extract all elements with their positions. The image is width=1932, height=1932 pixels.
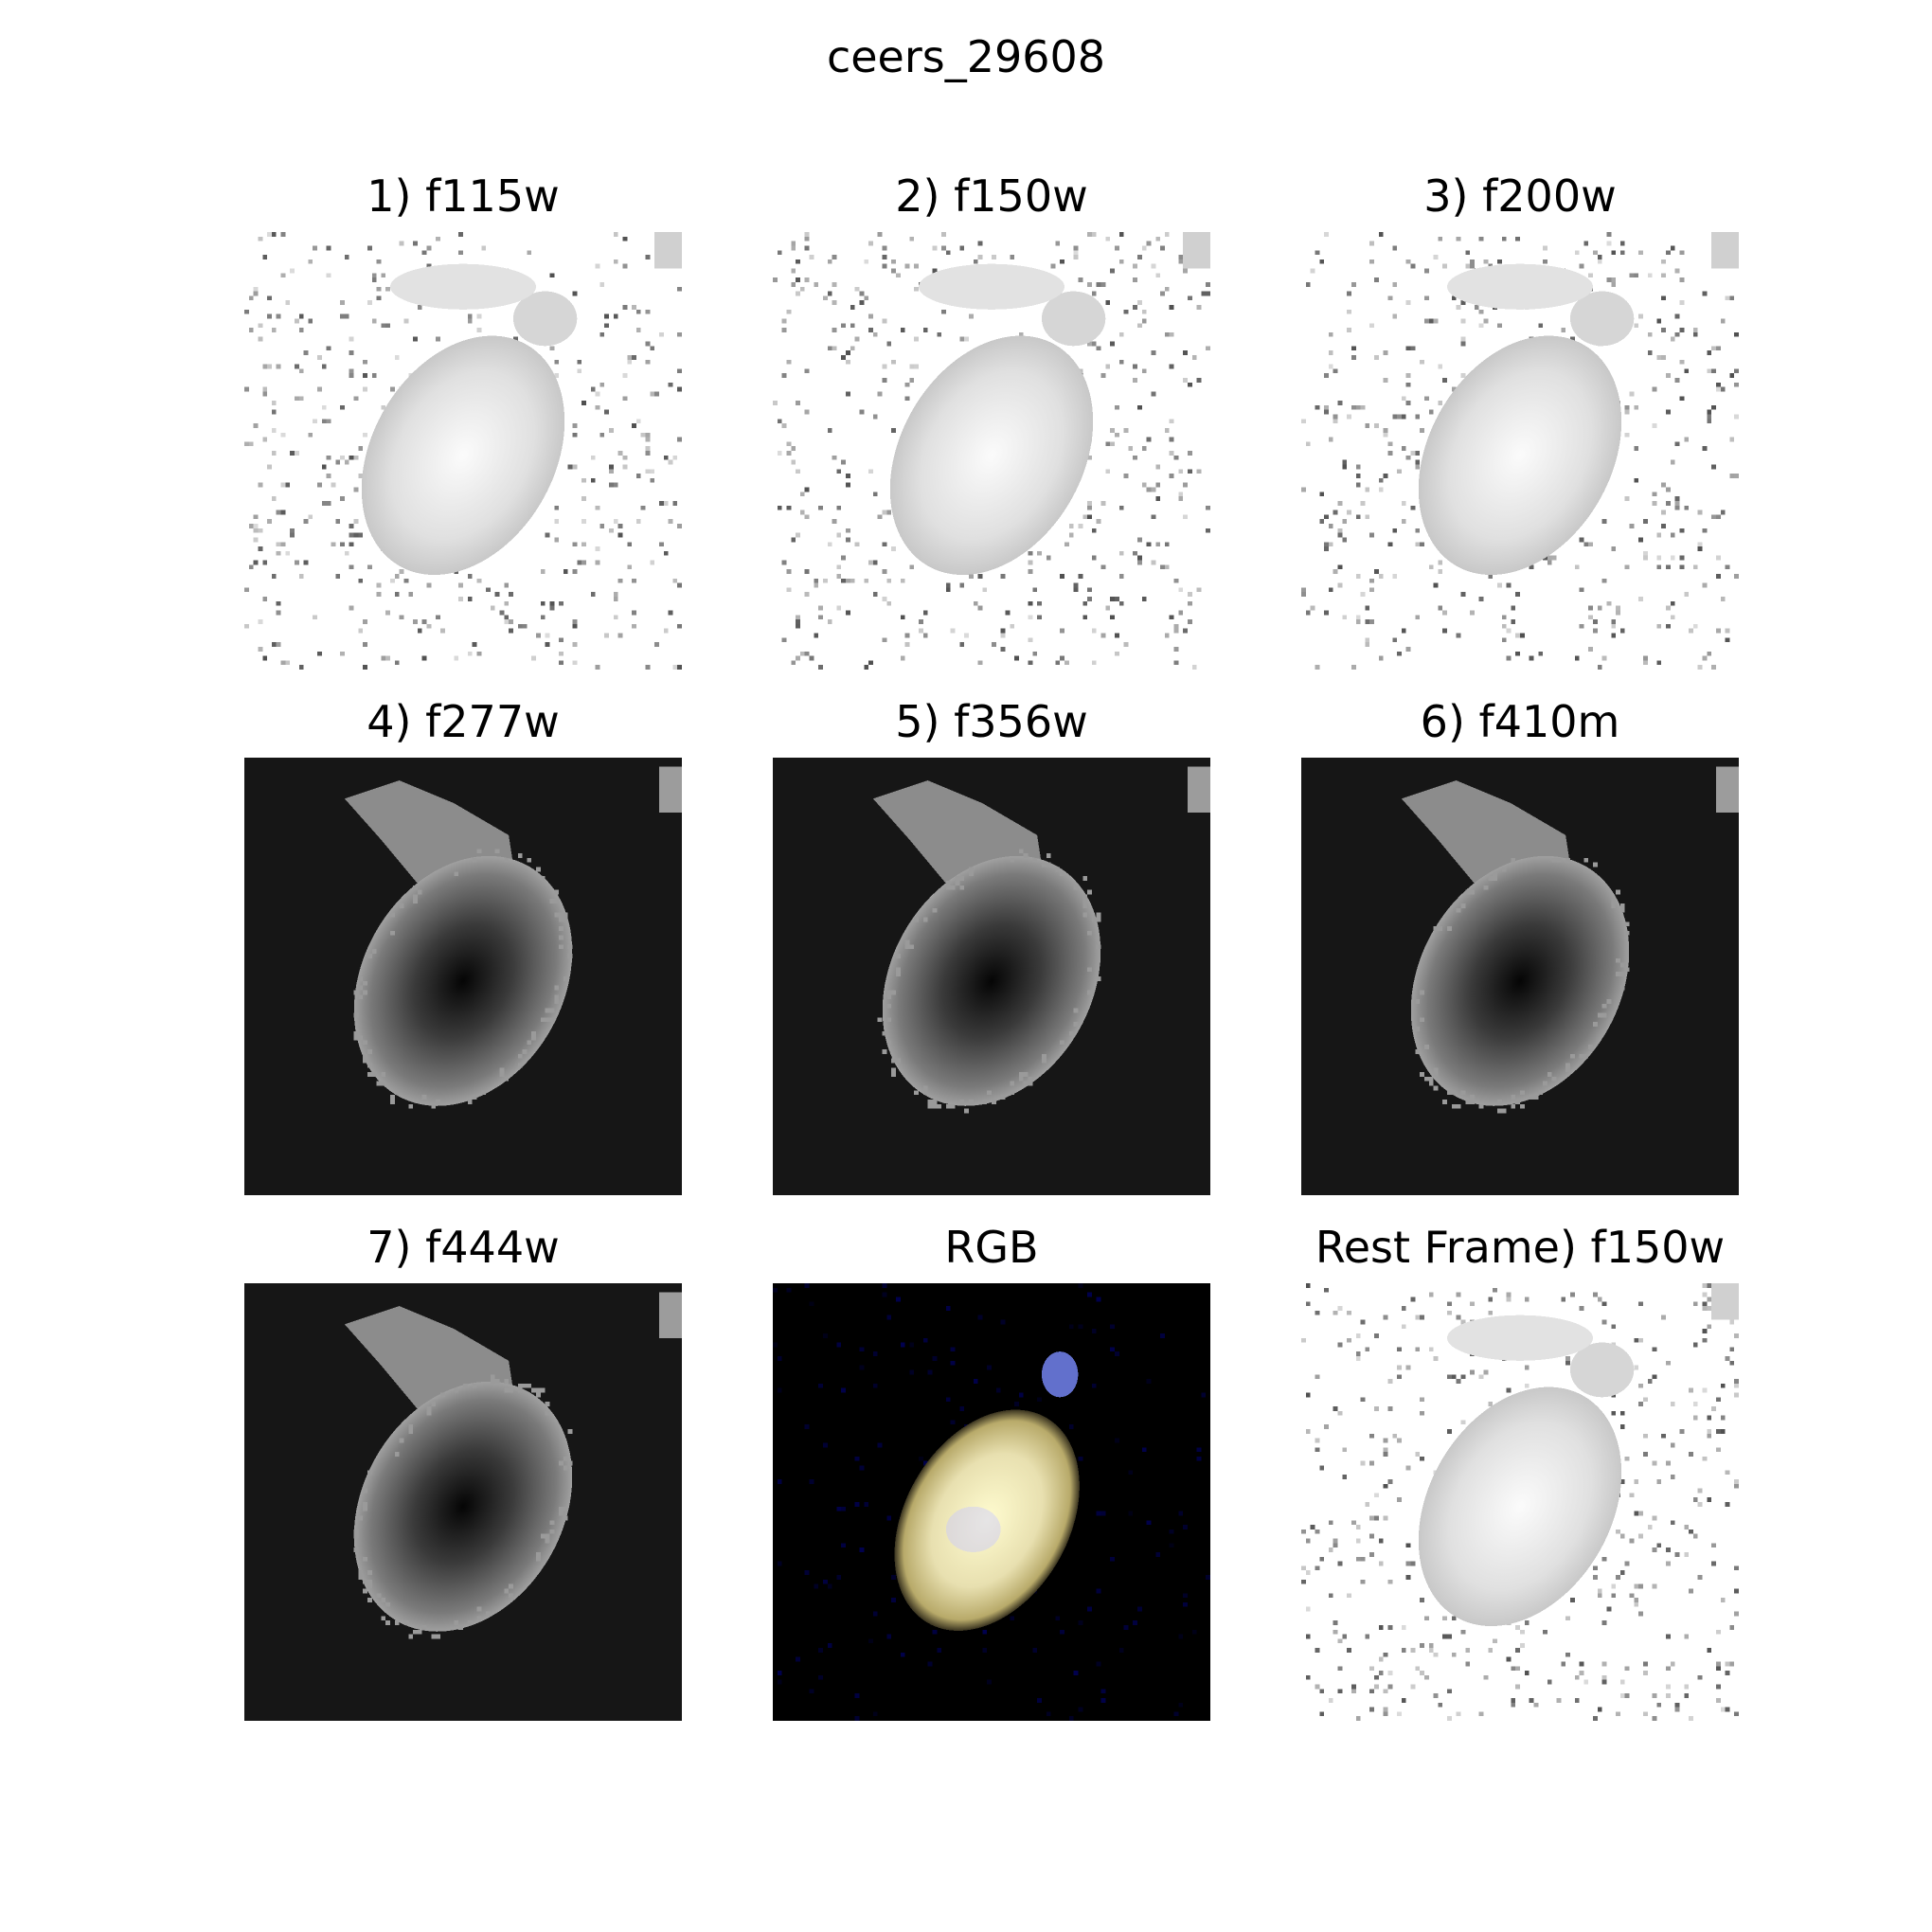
panel-title: 5) f356w [895,696,1088,747]
galaxy-image [773,232,1210,670]
panel-title: RGB [944,1222,1039,1273]
galaxy-image [1301,232,1739,670]
galaxy-image [1301,1283,1739,1721]
galaxy-image [244,232,682,670]
galaxy-image [773,758,1210,1195]
panel-title: 3) f200w [1423,170,1617,222]
figure-title: ceers_29608 [826,31,1106,82]
panel-title: 7) f444w [367,1222,560,1273]
panel-title: 4) f277w [367,696,560,747]
galaxy-image [244,1283,682,1721]
galaxy-image [773,1283,1210,1721]
panel-title: Rest Frame) f150w [1315,1222,1726,1273]
galaxy-image [244,758,682,1195]
galaxy-image [1301,758,1739,1195]
panel-title: 1) f115w [367,170,560,222]
panel-title: 2) f150w [895,170,1088,222]
panel-title: 6) f410m [1420,696,1620,747]
